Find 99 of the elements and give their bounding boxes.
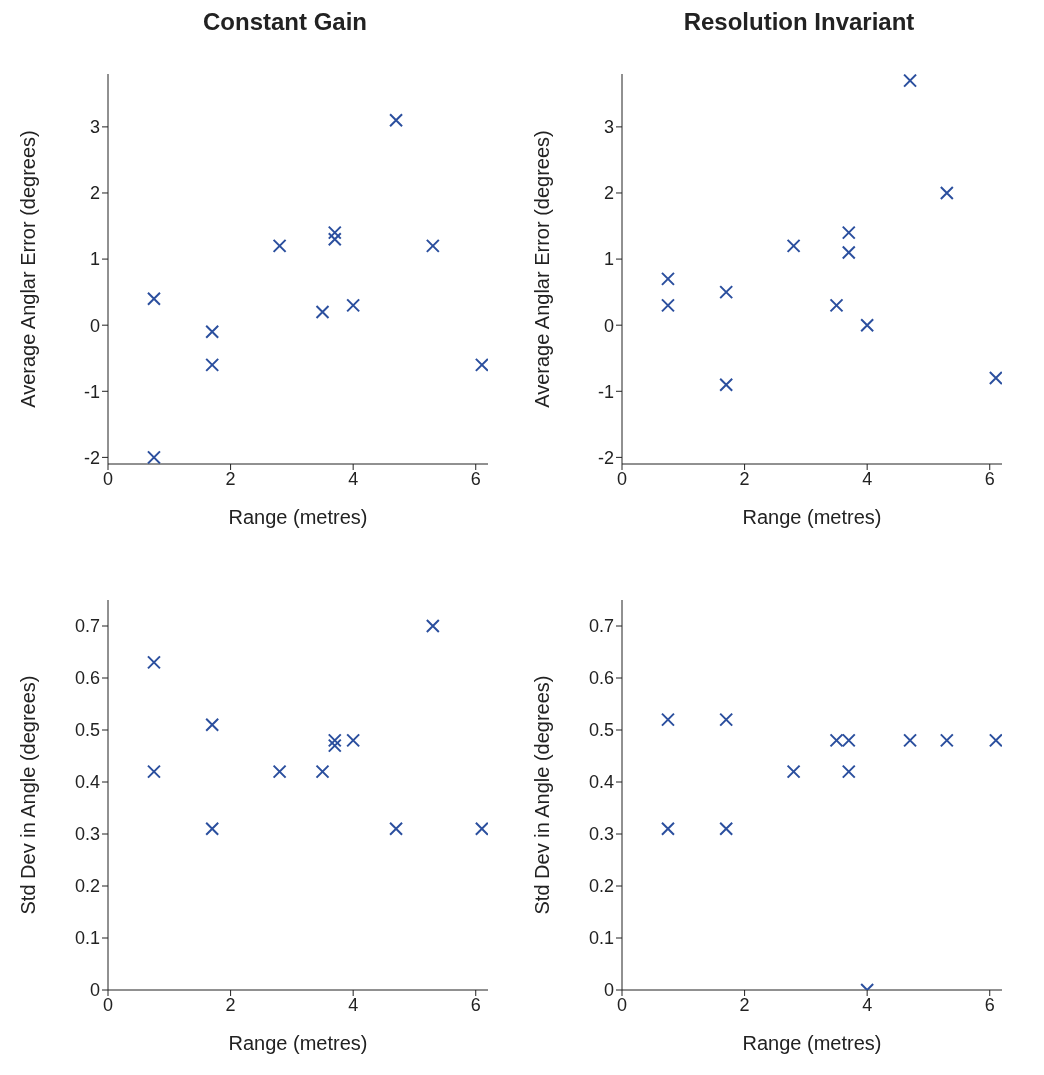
x-tick-label: 2 (225, 468, 236, 489)
point (205, 324, 220, 339)
y-tick-label: 0.5 (588, 720, 614, 741)
point (719, 377, 734, 392)
point (719, 712, 734, 727)
point (205, 821, 220, 836)
point (389, 821, 404, 836)
point (327, 232, 342, 247)
point (474, 357, 488, 372)
y-tick-label: 0.3 (74, 824, 100, 845)
point (389, 113, 404, 128)
y-axis-title: Std Dev in Angle (degrees) (17, 675, 40, 915)
y-tick-label: 0.2 (588, 876, 614, 897)
y-tick-label: 0.7 (74, 616, 100, 637)
y-tick-label: 3 (89, 117, 100, 138)
x-tick-label: 4 (862, 468, 873, 489)
x-tick-label: 4 (348, 468, 359, 489)
x-tick-label: 6 (470, 994, 481, 1015)
point (327, 733, 342, 748)
y-tick-label: 0 (603, 980, 614, 1001)
point (841, 225, 856, 240)
y-tick-label: 0.1 (74, 928, 100, 949)
x-tick-label: 6 (470, 468, 481, 489)
chart-title: Resolution Invariant (682, 8, 916, 37)
point (841, 245, 856, 260)
point (660, 271, 675, 286)
point (903, 733, 918, 748)
y-tick-label: 0.3 (588, 824, 614, 845)
point (903, 74, 918, 88)
point (315, 764, 330, 779)
x-tick-label: 6 (984, 468, 995, 489)
y-tick-label: 1 (89, 249, 100, 270)
point (272, 764, 287, 779)
point (346, 298, 361, 313)
y-tick-label: -2 (83, 447, 100, 468)
x-axis-title: Range (metres) (742, 1032, 882, 1054)
y-tick-label: 0.6 (588, 668, 614, 689)
point (719, 821, 734, 836)
y-tick-label: 0 (89, 980, 100, 1001)
x-tick-label: 2 (739, 468, 750, 489)
y-tick-label: -1 (597, 381, 614, 402)
y-tick-label: 0 (89, 315, 100, 336)
y-tick-label: 0.2 (74, 876, 100, 897)
point (786, 238, 801, 253)
y-axis-title: Average Anglar Error (degrees) (17, 130, 40, 408)
y-axis-title: Average Anglar Error (degrees) (531, 130, 554, 408)
point (146, 655, 161, 670)
point (346, 733, 361, 748)
point (327, 225, 342, 240)
y-tick-label: 0.5 (74, 720, 100, 741)
x-axis-title: Range (metres) (228, 506, 368, 528)
y-tick-label: 2 (603, 183, 614, 204)
point (146, 291, 161, 306)
point (988, 371, 1002, 386)
y-tick-label: -2 (597, 447, 614, 468)
x-tick-label: 2 (739, 994, 750, 1015)
y-tick-label: 0.4 (74, 772, 100, 793)
point (939, 733, 954, 748)
point (988, 733, 1002, 748)
point (146, 450, 161, 464)
point (425, 238, 440, 253)
point (474, 821, 488, 836)
point (205, 717, 220, 732)
point (315, 304, 330, 319)
point (786, 764, 801, 779)
y-tick-label: 0 (603, 315, 614, 336)
x-tick-label: 0 (616, 468, 628, 489)
y-tick-label: 0.4 (588, 772, 614, 793)
y-tick-label: 0.6 (74, 668, 100, 689)
point (841, 764, 856, 779)
x-tick-label: 2 (225, 994, 236, 1015)
x-tick-label: 4 (862, 994, 873, 1015)
y-tick-label: -1 (83, 381, 100, 402)
point (327, 738, 342, 753)
point (205, 357, 220, 372)
x-tick-label: 0 (616, 994, 628, 1015)
x-tick-label: 6 (984, 994, 995, 1015)
point (860, 318, 875, 333)
y-tick-label: 0.7 (588, 616, 614, 637)
y-tick-label: 0.1 (588, 928, 614, 949)
x-tick-label: 4 (348, 994, 359, 1015)
y-tick-label: 3 (603, 117, 614, 138)
x-axis-title: Range (metres) (742, 506, 882, 528)
y-tick-label: 2 (89, 183, 100, 204)
chart-title: Constant Gain (202, 8, 368, 37)
y-axis-title: Std Dev in Angle (degrees) (531, 675, 554, 915)
x-tick-label: 0 (102, 468, 114, 489)
point (829, 298, 844, 313)
point (425, 619, 440, 633)
point (660, 298, 675, 313)
x-tick-label: 0 (102, 994, 114, 1015)
point (660, 821, 675, 836)
point (272, 238, 287, 253)
point (146, 764, 161, 779)
x-axis-title: Range (metres) (228, 1032, 368, 1054)
y-tick-label: 1 (603, 249, 614, 270)
point (719, 285, 734, 300)
point (660, 712, 675, 727)
point (939, 185, 954, 200)
